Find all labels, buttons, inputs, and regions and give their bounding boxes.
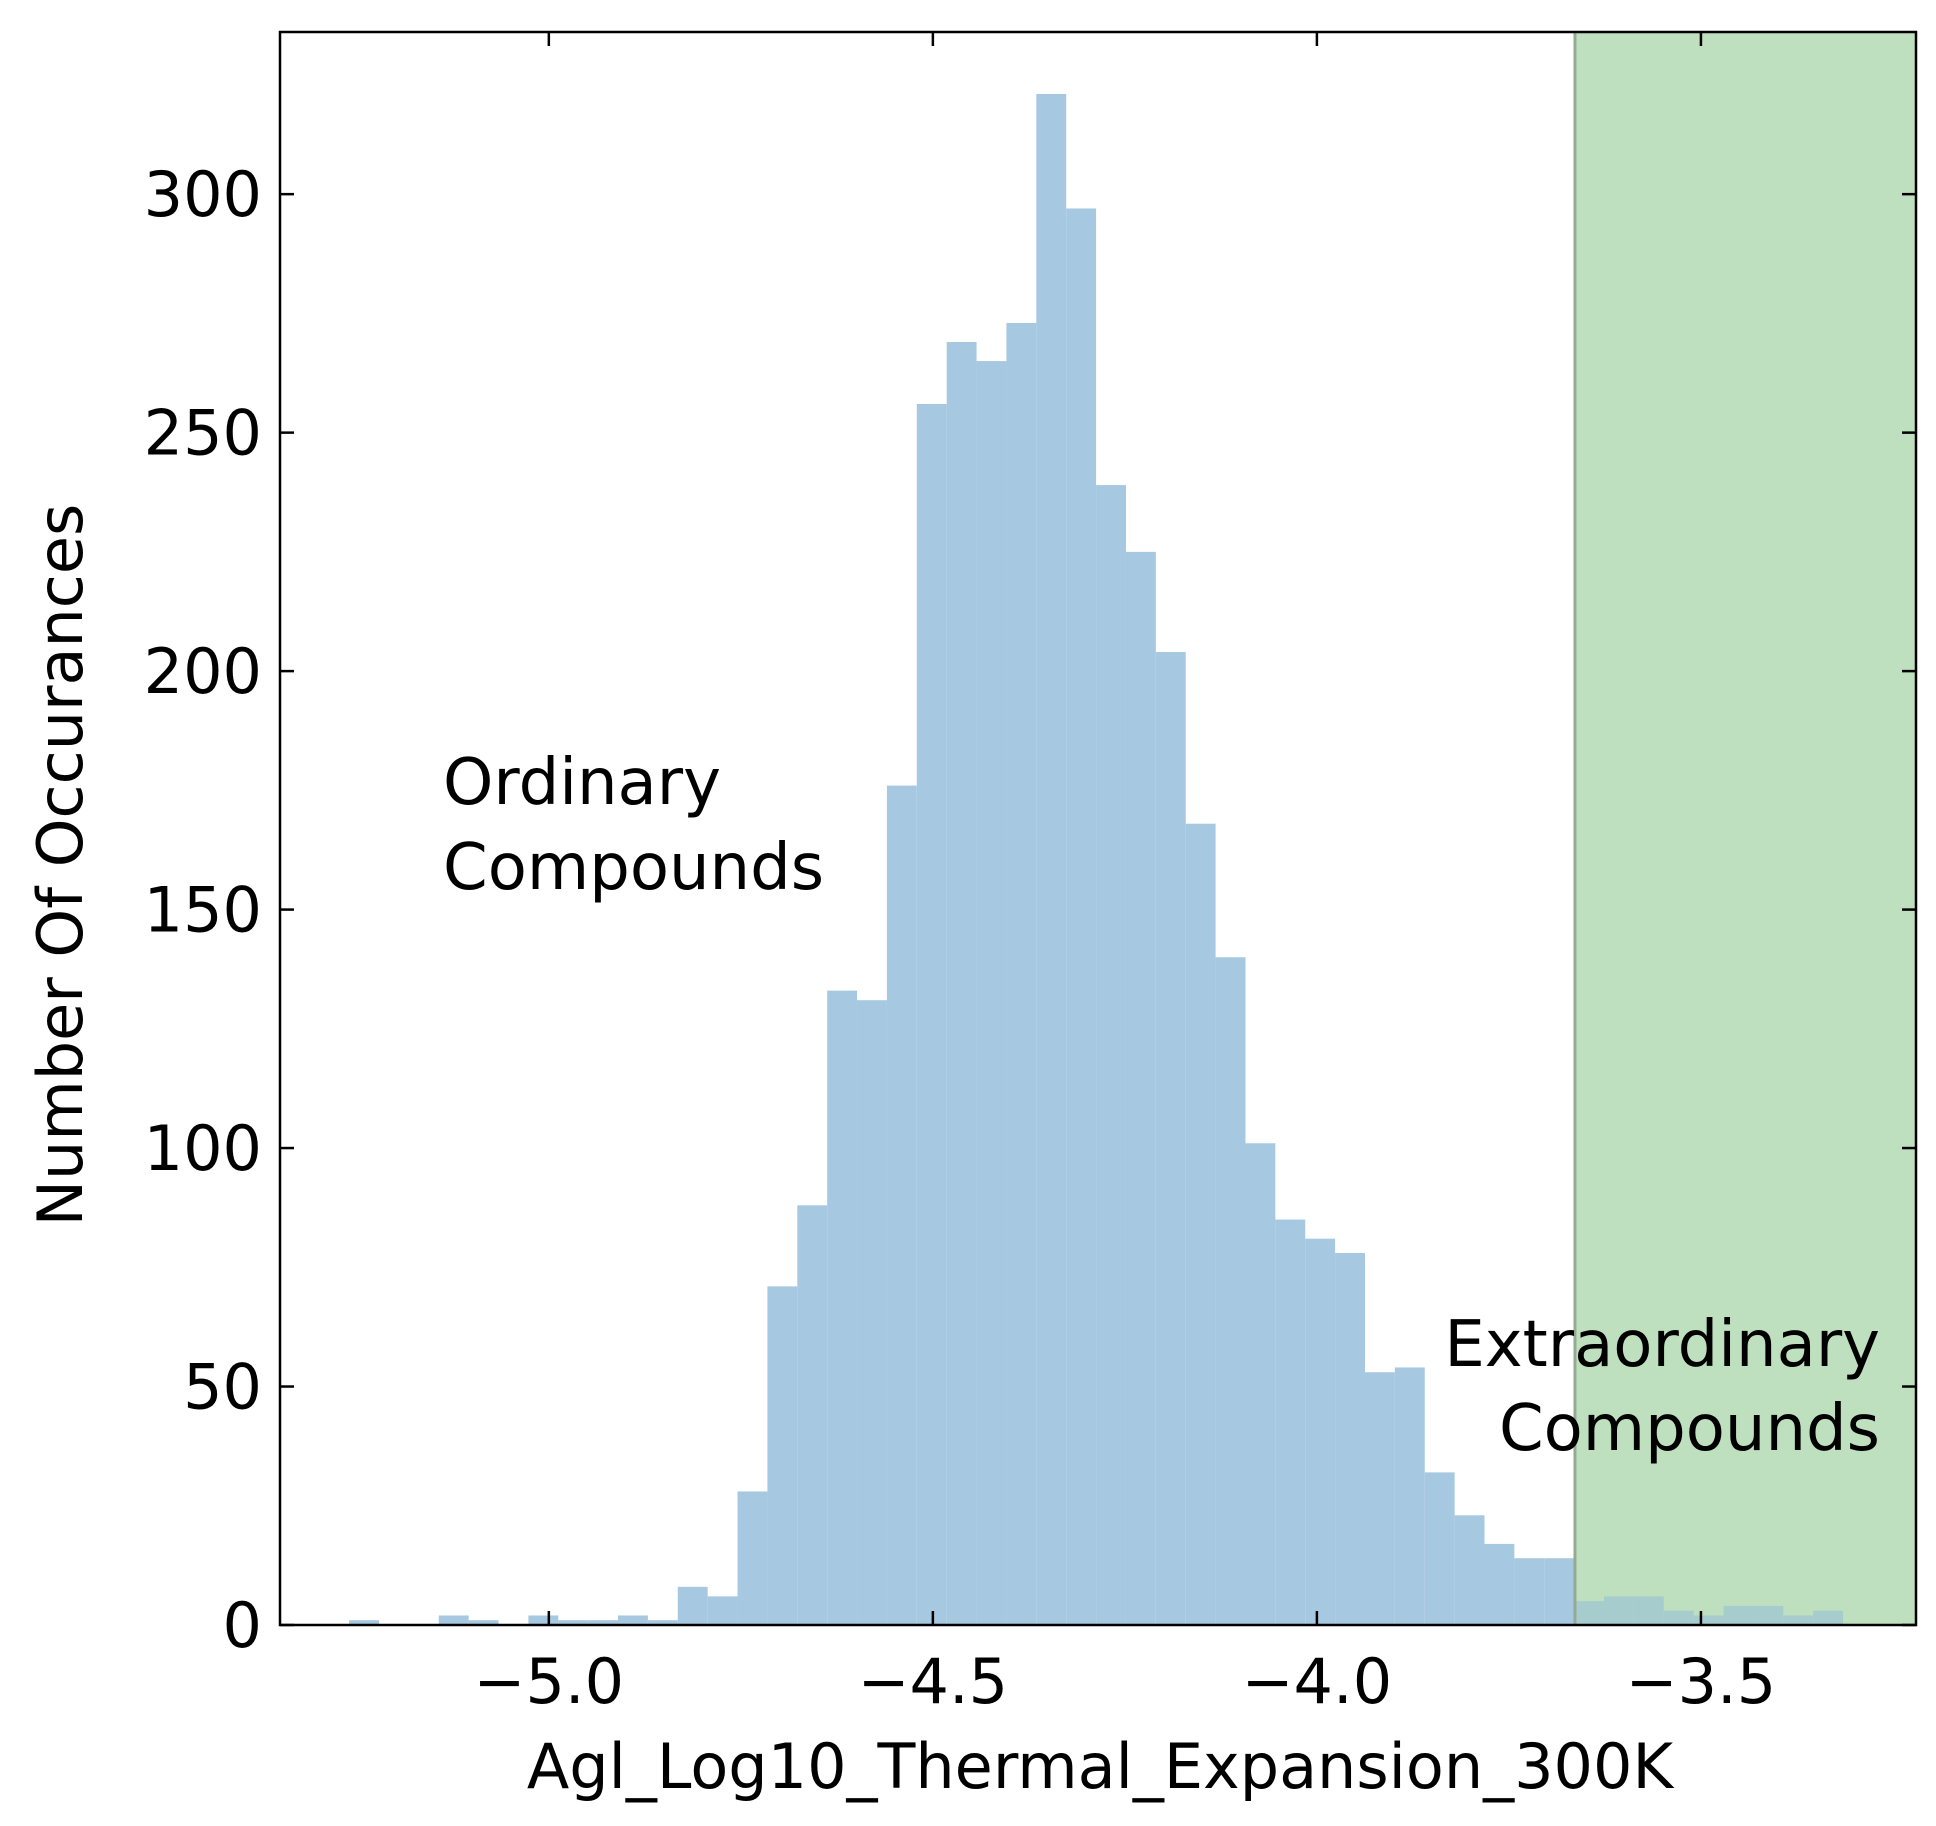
histogram-bar — [767, 1286, 798, 1625]
histogram-bar — [1544, 1558, 1575, 1625]
histogram-bar — [1125, 551, 1156, 1625]
histogram-bar — [438, 1615, 469, 1625]
histogram-bar — [647, 1620, 678, 1625]
histogram-bar — [1783, 1615, 1814, 1625]
histogram-bar — [707, 1596, 738, 1625]
histogram-bar — [827, 990, 858, 1625]
x-axis-label: Agl_Log10_Thermal_Expansion_300K — [527, 1730, 1675, 1803]
annotation-extraordinary-line-2: Compounds — [1499, 1392, 1880, 1466]
histogram-bar — [588, 1620, 619, 1625]
axis-ticks — [280, 32, 1916, 1627]
histogram-bars — [349, 94, 1844, 1626]
histogram-bar — [1514, 1558, 1545, 1625]
annotation-ordinary-line-1: Ordinary — [443, 746, 721, 820]
histogram-bar — [1215, 957, 1246, 1625]
histogram-bar — [1066, 208, 1097, 1625]
histogram-bar — [468, 1620, 499, 1625]
histogram-bar — [857, 1000, 887, 1625]
histogram-bar — [1753, 1605, 1784, 1625]
y-tick-label: 300 — [144, 158, 262, 231]
histogram-bar — [618, 1615, 648, 1625]
histogram-bar — [1604, 1596, 1634, 1625]
x-tick-label: −3.5 — [1626, 1645, 1777, 1718]
y-tick-label: 150 — [144, 874, 262, 947]
histogram-bar — [946, 342, 977, 1625]
x-tick-label: −5.0 — [474, 1645, 625, 1718]
x-tick-label: −4.0 — [1242, 1645, 1393, 1718]
histogram-bar — [1006, 322, 1037, 1625]
histogram-bar — [1723, 1605, 1754, 1625]
histogram-bar — [1364, 1372, 1395, 1625]
annotation-extraordinary-line-1: Extraordinary — [1444, 1308, 1880, 1382]
histogram-bar — [349, 1620, 380, 1625]
y-tick-label: 0 — [223, 1589, 262, 1662]
annotation-ordinary-line-2: Compounds — [443, 831, 824, 905]
histogram-bar — [1394, 1367, 1425, 1625]
y-tick-label: 50 — [183, 1351, 262, 1424]
histogram-bar — [1663, 1610, 1694, 1625]
histogram-bar — [558, 1620, 589, 1625]
histogram-bar — [1424, 1472, 1455, 1625]
histogram-bar — [886, 785, 917, 1625]
histogram-bar — [1275, 1219, 1306, 1625]
extraordinary-region-tint — [1574, 32, 1916, 1625]
extraordinary-region — [1574, 32, 1916, 1625]
histogram-bar — [1036, 94, 1067, 1626]
y-axis-label: Number Of Occurances — [24, 504, 97, 1227]
histogram-bar — [677, 1586, 708, 1625]
histogram-bar — [1454, 1515, 1485, 1625]
histogram-bar — [1813, 1610, 1844, 1625]
plot-frame — [278, 30, 1918, 1627]
histogram-bar — [1155, 652, 1186, 1625]
histogram-bar — [1574, 1601, 1605, 1625]
x-tick-label: −4.5 — [858, 1645, 1009, 1718]
histogram-bar — [916, 404, 947, 1626]
histogram-bar — [1185, 823, 1216, 1625]
y-tick-label: 250 — [144, 397, 262, 470]
extraordinary-region-fill — [1574, 32, 1916, 1625]
histogram-bar — [1484, 1543, 1515, 1625]
axis-tick-labels: −5.0 −4.5 −4.0 −3.5 0 50 100 150 200 250 300 — [144, 158, 1777, 1718]
histogram-bar — [1335, 1252, 1365, 1625]
histogram-bar — [1305, 1238, 1336, 1625]
y-tick-label: 100 — [144, 1112, 262, 1185]
histogram-bar — [528, 1615, 559, 1625]
extraordinary-overlay — [1573, 32, 1916, 1625]
histogram-bar — [1096, 485, 1126, 1625]
histogram-bar — [976, 361, 1007, 1626]
histogram-bar — [1693, 1615, 1724, 1625]
histogram-bar — [1245, 1143, 1276, 1625]
histogram-bar — [797, 1205, 828, 1625]
y-tick-label: 200 — [144, 635, 262, 708]
histogram-bar — [737, 1491, 768, 1625]
histogram-bar — [1633, 1596, 1664, 1625]
